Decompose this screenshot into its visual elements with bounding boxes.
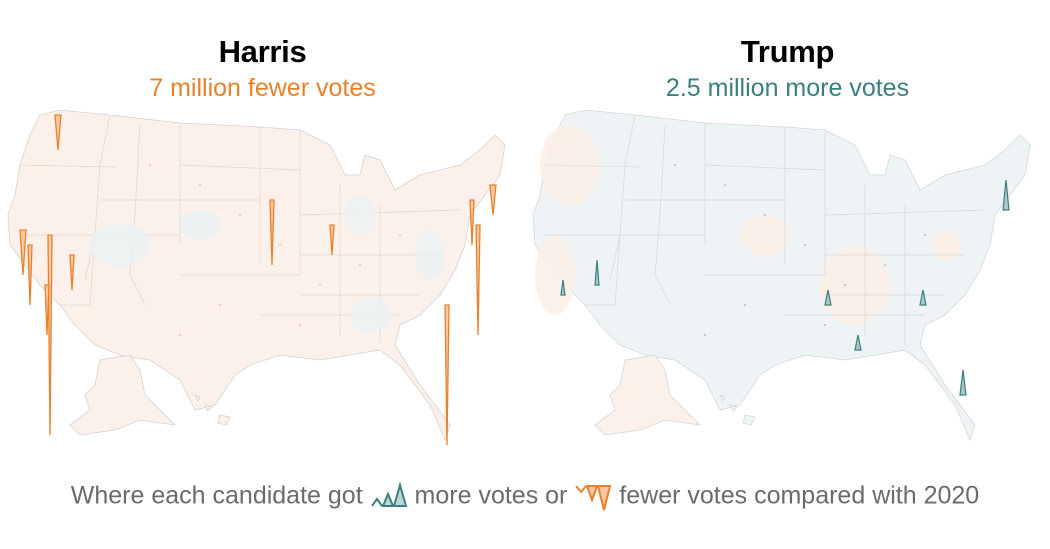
- legend-prefix: Where each candidate got: [70, 481, 363, 510]
- county-markers: [674, 164, 926, 336]
- harris-us-county-spike-map: [7, 109, 506, 446]
- trump-title: Trump: [740, 34, 835, 69]
- county-markers: [149, 164, 401, 336]
- trump-change-label: 2.5 million more votes: [665, 74, 910, 102]
- trump-panel: Trump 2.5 million more votes: [525, 0, 1050, 460]
- state-borders: [544, 114, 986, 345]
- fewer-votes-spikes: [19, 114, 497, 446]
- teal-spikes-up-icon: [370, 482, 407, 507]
- legend-fewer-label: fewer votes compared with 2020: [619, 481, 980, 510]
- legend: Where each candidate got more votes or f…: [0, 480, 1050, 512]
- legend-more-label: more votes or: [414, 481, 568, 510]
- more-votes-spikes: [560, 179, 1010, 396]
- trump-us-county-spike-map: [532, 109, 1031, 442]
- harris-change-label: 7 million fewer votes: [149, 74, 376, 102]
- harris-panel: Harris 7 million fewer votes: [0, 0, 525, 460]
- more-votes-regions: [90, 195, 445, 333]
- harris-title: Harris: [218, 34, 307, 69]
- state-borders: [19, 114, 461, 345]
- fewer-votes-regions: [535, 125, 960, 325]
- orange-spikes-down-icon: [575, 485, 612, 511]
